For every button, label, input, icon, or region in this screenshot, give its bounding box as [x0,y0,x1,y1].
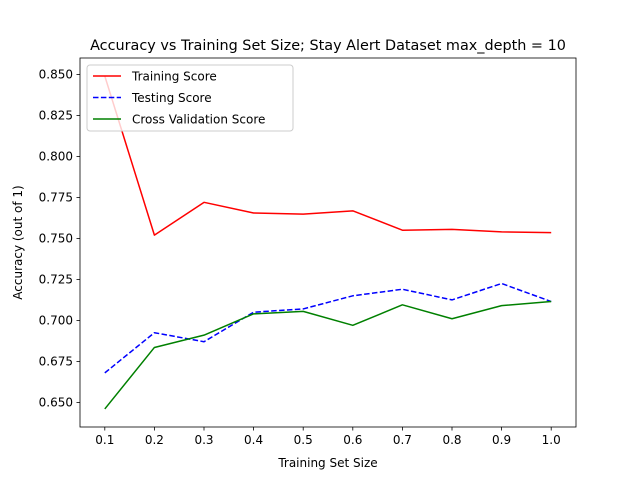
x-tick-label: 0.3 [194,433,213,447]
y-tick-label: 0.825 [39,109,73,123]
x-axis-label: Training Set Size [277,456,377,470]
x-tick-label: 0.1 [95,433,114,447]
x-tick-label: 0.2 [145,433,164,447]
y-tick-label: 0.800 [39,150,73,164]
x-tick-label: 0.4 [244,433,263,447]
legend-box [86,64,294,132]
y-axis-label: Accuracy (out of 1) [11,185,25,299]
chart-title: Accuracy vs Training Set Size; Stay Aler… [90,38,566,54]
y-tick-label: 0.775 [39,191,73,205]
x-tick-label: 0.9 [492,433,511,447]
y-tick-label: 0.700 [39,314,73,328]
series-layer [104,75,552,410]
legend-label-training-score: Training Score [131,69,217,83]
y-tick-label: 0.750 [39,232,73,246]
legend-label-testing-score: Testing Score [131,91,212,105]
x-tick-label: 0.6 [343,433,362,447]
y-tick-label: 0.650 [39,396,73,410]
series-line-training-score [104,75,552,236]
x-tick-label: 0.5 [294,433,313,447]
x-tick-label: 0.7 [393,433,412,447]
plot-frame [79,57,577,428]
y-tick-label: 0.850 [39,68,73,82]
legend-label-cross-validation-score: Cross Validation Score [132,112,265,126]
x-tick-label: 0.8 [442,433,461,447]
y-tick-label: 0.725 [39,273,73,287]
y-tick-label: 0.675 [39,355,73,369]
x-tick-label: 1.0 [542,433,561,447]
x-axis-ticks: 0.1 0.2 0.3 0.4 0.5 0.6 0.7 0.8 0.9 1.0 [95,427,561,447]
y-axis-ticks: 0.650 0.675 0.700 0.725 0.750 0.775 0.800 0.825… [39,68,80,410]
series-line-testing-score [104,282,552,374]
legend: Training Score Testing Score Cross Validat… [86,64,294,132]
series-line-cross-validation-score [104,300,552,410]
